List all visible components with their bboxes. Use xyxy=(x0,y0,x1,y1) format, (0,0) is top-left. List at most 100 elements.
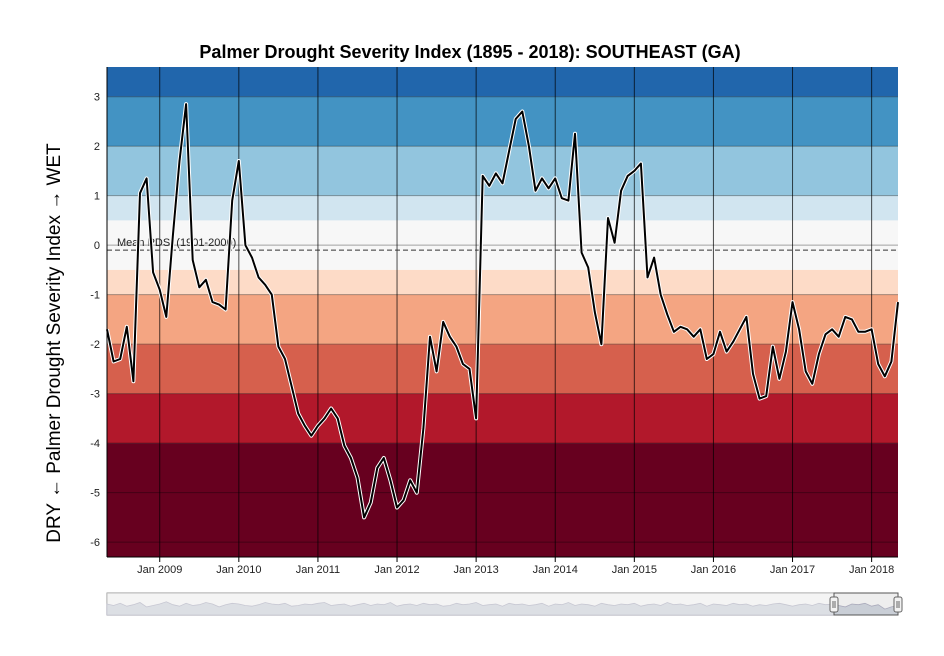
data-point[interactable] xyxy=(757,396,763,402)
navigator-left-handle[interactable] xyxy=(829,596,839,613)
data-point[interactable] xyxy=(776,376,782,382)
data-point[interactable] xyxy=(651,255,657,261)
data-point[interactable] xyxy=(796,326,802,332)
data-point[interactable] xyxy=(130,378,136,384)
data-point[interactable] xyxy=(539,175,545,181)
data-point[interactable] xyxy=(302,423,308,429)
data-point[interactable] xyxy=(829,326,835,332)
data-point[interactable] xyxy=(612,240,618,246)
data-point[interactable] xyxy=(493,170,499,176)
data-point[interactable] xyxy=(743,314,749,320)
data-point[interactable] xyxy=(236,158,242,164)
data-point[interactable] xyxy=(546,185,552,191)
data-point[interactable] xyxy=(585,264,591,270)
data-point[interactable] xyxy=(170,232,176,238)
data-point[interactable] xyxy=(809,381,815,387)
data-point[interactable] xyxy=(664,311,670,317)
data-point[interactable] xyxy=(249,255,255,261)
data-point[interactable] xyxy=(572,131,578,137)
data-point[interactable] xyxy=(552,175,558,181)
data-point[interactable] xyxy=(308,433,314,439)
data-point[interactable] xyxy=(387,477,393,483)
data-point[interactable] xyxy=(401,497,407,503)
data-point[interactable] xyxy=(467,366,473,372)
data-point[interactable] xyxy=(750,371,756,377)
data-point[interactable] xyxy=(328,406,334,412)
data-point[interactable] xyxy=(460,361,466,367)
range-navigator[interactable] xyxy=(106,592,903,616)
data-point[interactable] xyxy=(855,329,861,335)
data-point[interactable] xyxy=(559,195,565,201)
data-point[interactable] xyxy=(453,344,459,350)
data-point[interactable] xyxy=(691,334,697,340)
data-point[interactable] xyxy=(822,331,828,337)
data-point[interactable] xyxy=(216,302,222,308)
data-point[interactable] xyxy=(770,344,776,350)
data-point[interactable] xyxy=(223,307,229,313)
data-point[interactable] xyxy=(697,326,703,332)
data-point[interactable] xyxy=(256,274,262,280)
data-point[interactable] xyxy=(322,415,328,421)
data-point[interactable] xyxy=(447,334,453,340)
data-point[interactable] xyxy=(513,116,519,122)
data-point[interactable] xyxy=(196,284,202,290)
data-point[interactable] xyxy=(875,361,881,367)
data-point[interactable] xyxy=(368,500,374,506)
data-point[interactable] xyxy=(473,415,479,421)
data-point[interactable] xyxy=(565,198,571,204)
data-point[interactable] xyxy=(117,356,123,362)
data-point[interactable] xyxy=(724,349,730,355)
data-point[interactable] xyxy=(677,324,683,330)
data-point[interactable] xyxy=(282,356,288,362)
data-point[interactable] xyxy=(869,326,875,332)
data-point[interactable] xyxy=(111,358,117,364)
data-point[interactable] xyxy=(532,188,538,194)
data-point[interactable] xyxy=(631,168,637,174)
data-point[interactable] xyxy=(862,329,868,335)
data-point[interactable] xyxy=(790,299,796,305)
data-point[interactable] xyxy=(394,505,400,511)
data-point[interactable] xyxy=(500,180,506,186)
data-point[interactable] xyxy=(269,292,275,298)
pdsi-series[interactable] xyxy=(104,101,901,520)
data-point[interactable] xyxy=(124,324,130,330)
data-point[interactable] xyxy=(440,319,446,325)
data-point[interactable] xyxy=(420,425,426,431)
data-point[interactable] xyxy=(144,175,150,181)
data-point[interactable] xyxy=(783,349,789,355)
data-point[interactable] xyxy=(671,329,677,335)
data-point[interactable] xyxy=(242,242,248,248)
data-point[interactable] xyxy=(427,334,433,340)
data-point[interactable] xyxy=(209,299,215,305)
data-point[interactable] xyxy=(354,475,360,481)
pdsi-line[interactable] xyxy=(106,103,899,519)
data-point[interactable] xyxy=(737,326,743,332)
data-point[interactable] xyxy=(645,274,651,280)
data-point[interactable] xyxy=(480,173,486,179)
data-point[interactable] xyxy=(730,339,736,345)
data-point[interactable] xyxy=(658,292,664,298)
data-point[interactable] xyxy=(506,148,512,154)
data-point[interactable] xyxy=(348,455,354,461)
data-point[interactable] xyxy=(625,173,631,179)
data-point[interactable] xyxy=(486,183,492,189)
data-point[interactable] xyxy=(836,334,842,340)
data-point[interactable] xyxy=(638,161,644,167)
data-point[interactable] xyxy=(289,383,295,389)
data-point[interactable] xyxy=(618,188,624,194)
data-point[interactable] xyxy=(157,287,163,293)
data-point[interactable] xyxy=(275,344,281,350)
data-point[interactable] xyxy=(183,101,189,107)
data-point[interactable] xyxy=(229,198,235,204)
data-point[interactable] xyxy=(203,277,209,283)
data-point[interactable] xyxy=(579,250,585,256)
navigator-right-handle[interactable] xyxy=(893,596,903,613)
data-point[interactable] xyxy=(816,351,822,357)
data-point[interactable] xyxy=(361,514,367,520)
data-point[interactable] xyxy=(684,326,690,332)
data-point[interactable] xyxy=(414,490,420,496)
data-point[interactable] xyxy=(150,269,156,275)
data-point[interactable] xyxy=(803,368,809,374)
data-point[interactable] xyxy=(717,329,723,335)
data-point[interactable] xyxy=(882,373,888,379)
